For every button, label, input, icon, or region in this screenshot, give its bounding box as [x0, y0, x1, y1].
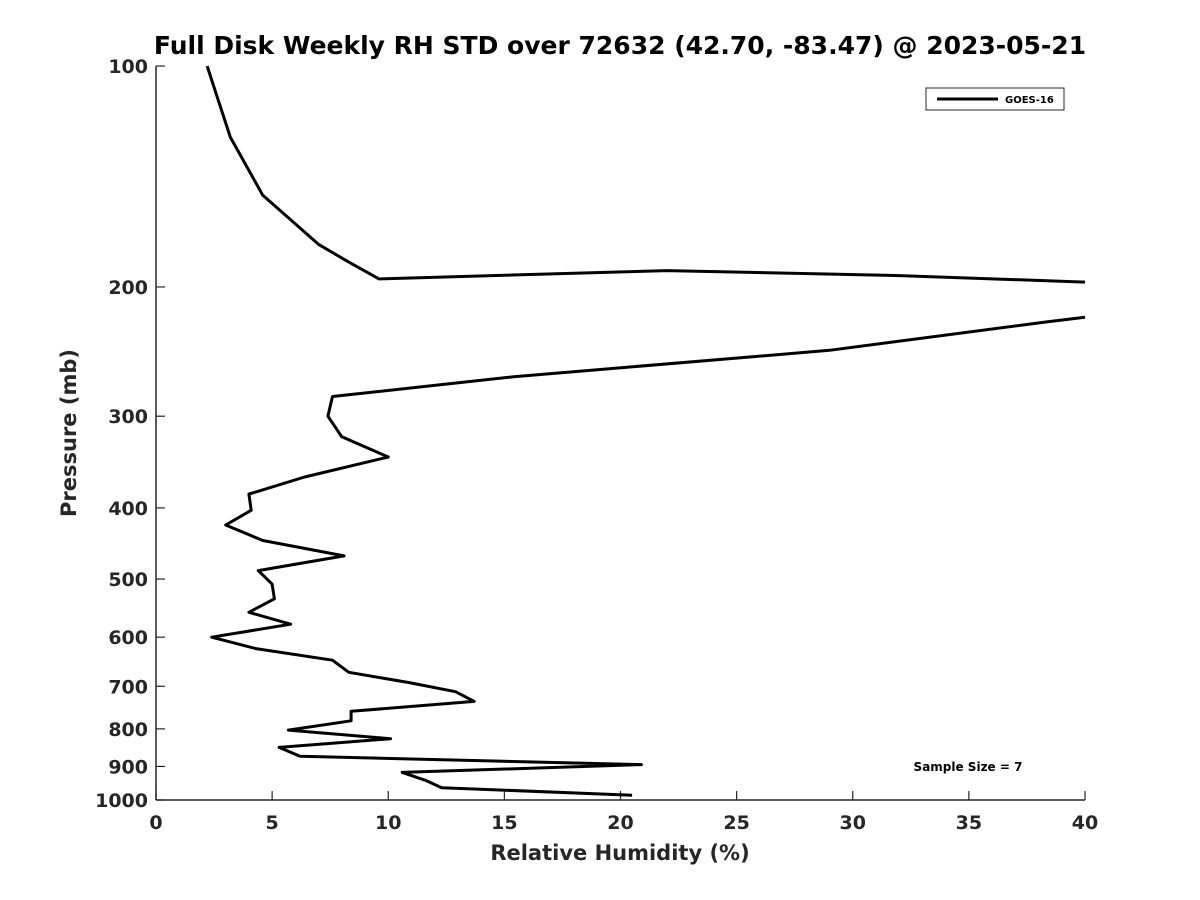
y-tick-label: 300: [108, 406, 148, 428]
legend-label-goes-16: GOES-16: [1005, 95, 1054, 106]
x-ticks: 0 5 10 15 20 25 30 35 40: [149, 791, 1098, 834]
y-tick-label: 600: [108, 627, 148, 649]
series-layer: [205, 65, 1086, 797]
y-tick-label: 100: [108, 56, 148, 78]
legend: GOES-16: [925, 87, 1065, 111]
y-tick-label: 200: [108, 277, 148, 299]
x-tick-label: 0: [149, 812, 162, 834]
series-line-goes-16-segment-2: [210, 315, 1086, 797]
y-tick-label: 700: [108, 676, 148, 698]
x-axis-label: Relative Humidity (%): [490, 841, 749, 865]
y-ticks: 100 200 300 400 500 600 700 800 900 1000: [95, 56, 165, 812]
y-tick-label: 1000: [95, 790, 148, 812]
x-tick-label: 35: [956, 812, 982, 834]
y-tick-label: 800: [108, 719, 148, 741]
x-tick-label: 15: [491, 812, 517, 834]
y-axis-label: Pressure (mb): [57, 349, 81, 517]
x-tick-label: 40: [1072, 812, 1098, 834]
x-tick-label: 5: [266, 812, 279, 834]
sample-size-annotation: Sample Size = 7: [914, 760, 1023, 774]
x-tick-label: 25: [723, 812, 749, 834]
x-tick-label: 10: [375, 812, 401, 834]
y-tick-label: 400: [108, 498, 148, 520]
x-tick-label: 30: [840, 812, 866, 834]
y-tick-label: 900: [108, 756, 148, 778]
series-line-goes-16-segment-1: [205, 65, 1086, 284]
x-tick-label: 20: [607, 812, 633, 834]
chart-title: Full Disk Weekly RH STD over 72632 (42.7…: [154, 31, 1086, 60]
y-tick-label: 500: [108, 569, 148, 591]
